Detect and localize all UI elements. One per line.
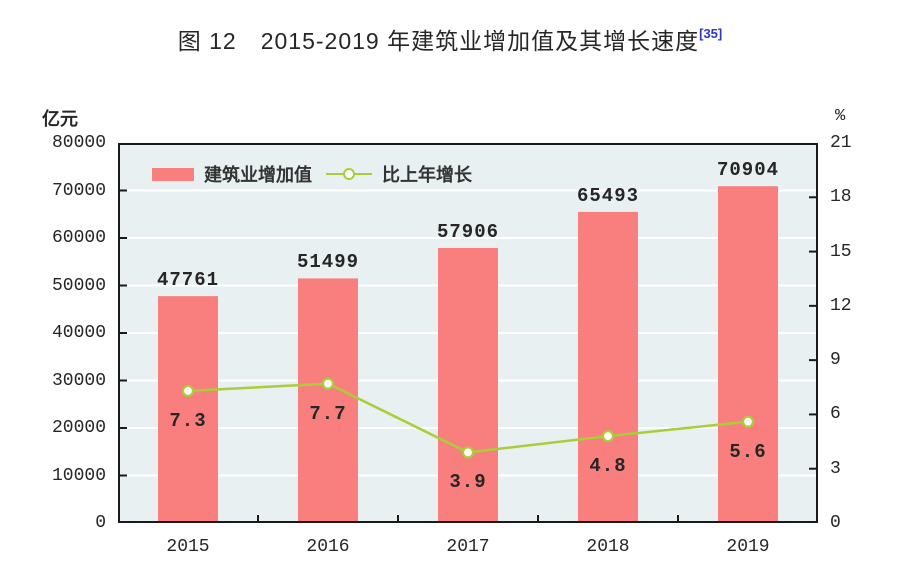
y-axis-label-right: 9	[830, 350, 841, 371]
bar-value-label: 57906	[436, 220, 499, 243]
x-axis-label: 2017	[446, 537, 490, 557]
bar	[578, 211, 638, 523]
growth-value-label: 7.7	[309, 402, 347, 425]
y-axis-label-left: 50000	[51, 275, 106, 296]
bar	[158, 296, 218, 523]
bar-value-label: 65493	[576, 184, 639, 207]
growth-value-label: 7.3	[169, 409, 207, 432]
line-series-swatch-icon	[326, 167, 372, 181]
bar	[718, 186, 778, 523]
x-axis-label: 2016	[306, 537, 350, 557]
page-title: 图 12 2015-2019 年建筑业增加值及其增长速度[35]	[0, 22, 900, 56]
legend-label-line: 比上年增长	[382, 165, 472, 185]
footnote-reference: [35]	[699, 26, 723, 42]
y-axis-label-right: 15	[830, 241, 852, 262]
y-axis-label-right: 18	[830, 187, 852, 208]
line-marker	[181, 384, 195, 398]
chart-plot-area	[118, 143, 818, 523]
legend-label-bar: 建筑业增加值	[204, 165, 312, 185]
line-marker	[321, 377, 335, 390]
bar-value-label: 70904	[716, 159, 779, 182]
y-axis-label-right: 12	[830, 295, 852, 316]
plot-border	[118, 143, 818, 523]
chart-canvas	[118, 143, 818, 523]
y-axis-label-left: 10000	[51, 465, 106, 486]
y-axis-label-left: 80000	[51, 133, 106, 153]
y-axis-label-right: 21	[830, 133, 852, 153]
bar	[298, 278, 358, 523]
bar-series-swatch-icon	[152, 167, 194, 181]
line-marker	[601, 430, 615, 443]
y-axis-label-right: 0	[830, 513, 841, 533]
legend-item-bar: 建筑业增加值	[152, 161, 312, 187]
line-marker	[741, 415, 755, 428]
chart-title-text: 图 12 2015-2019 年建筑业增加值及其增长速度	[177, 28, 700, 54]
y-axis-label-right: 6	[830, 404, 841, 425]
y-axis-label-left: 70000	[51, 180, 106, 201]
bar	[438, 247, 498, 523]
y-axis-label-right: 3	[830, 458, 841, 479]
left-axis-unit-label: 亿元	[42, 109, 78, 129]
y-axis-label-left: 60000	[51, 228, 106, 248]
growth-value-label: 5.6	[729, 440, 767, 463]
y-axis-label-left: 40000	[51, 323, 106, 343]
legend: 建筑业增加值 比上年增长	[152, 161, 472, 187]
growth-value-label: 4.8	[589, 455, 627, 478]
x-axis-label: 2015	[166, 537, 210, 557]
legend-item-line: 比上年增长	[326, 161, 472, 187]
bar-value-label: 47761	[156, 269, 219, 292]
x-axis-label: 2019	[726, 537, 770, 557]
growth-value-label: 3.9	[449, 471, 487, 494]
y-axis-label-left: 0	[95, 513, 106, 533]
right-axis-unit-label: %	[835, 107, 846, 126]
y-axis-label-left: 30000	[51, 370, 106, 391]
x-axis-label: 2018	[586, 537, 630, 557]
line-swatch-marker	[343, 168, 355, 180]
bar-value-label: 51499	[296, 251, 359, 274]
y-axis-label-left: 20000	[51, 418, 106, 438]
line-marker	[461, 446, 475, 459]
